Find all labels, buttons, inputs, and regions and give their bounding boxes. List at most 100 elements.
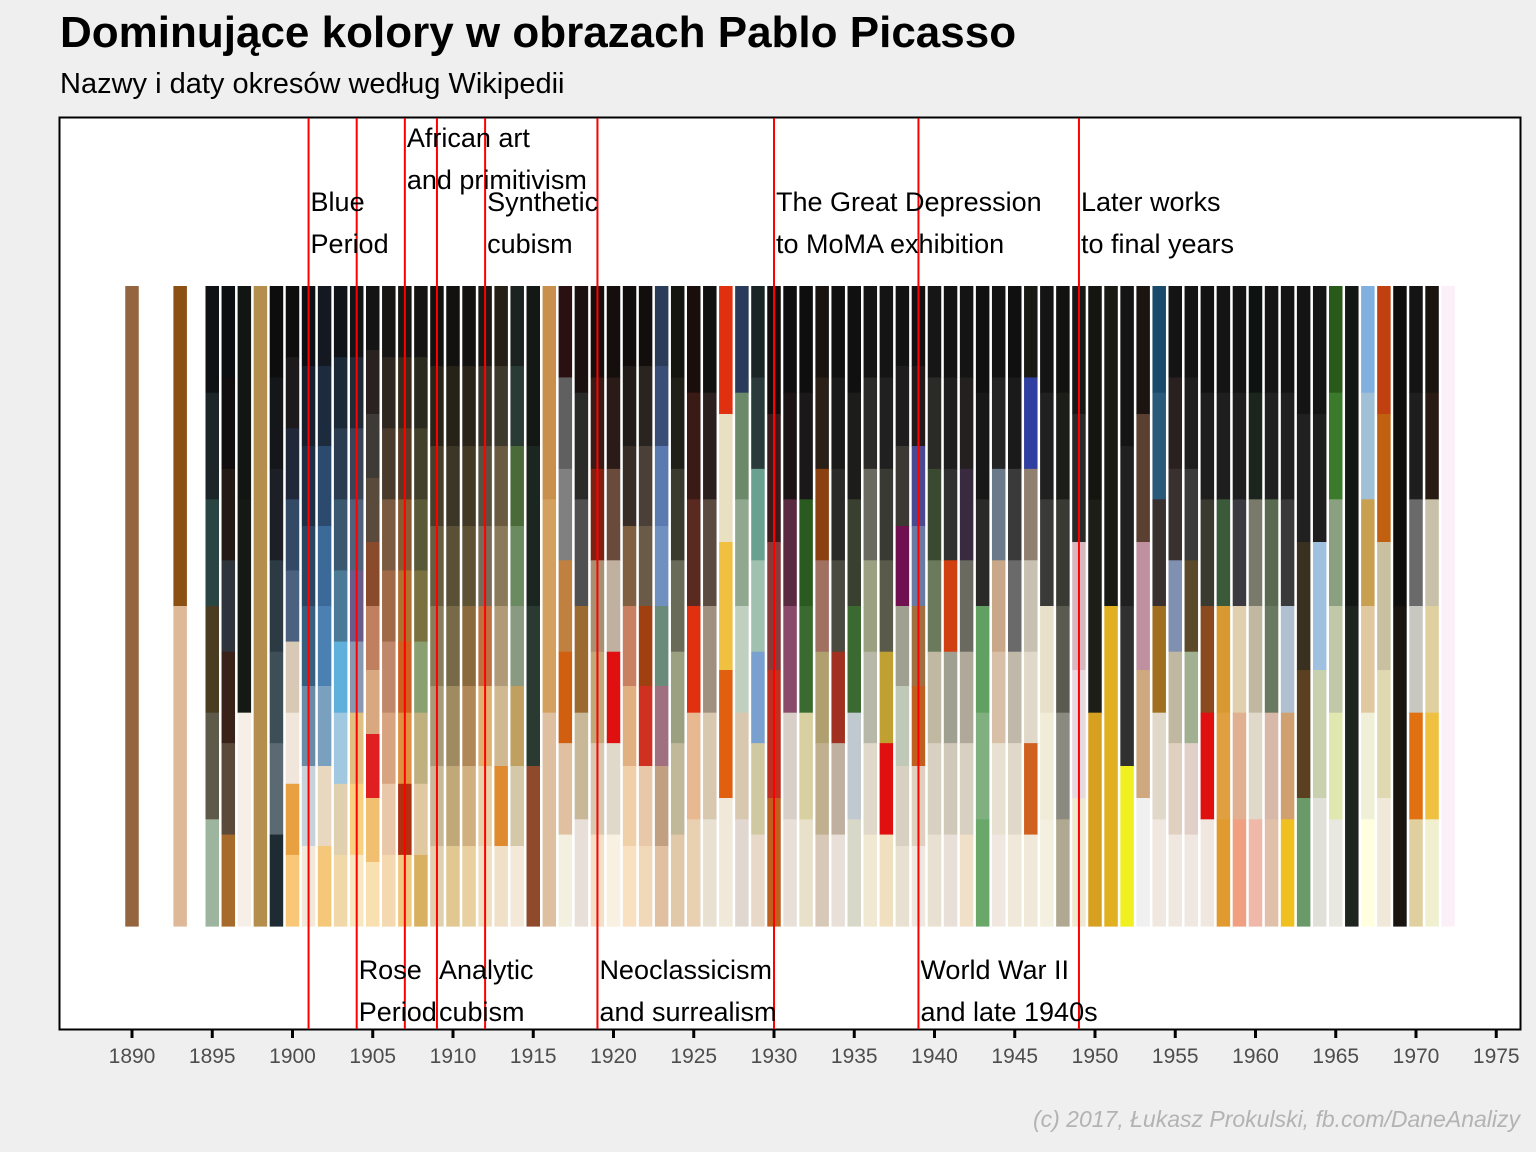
period-label: Rose Period: [359, 955, 437, 1027]
year-bars: [125, 286, 1455, 927]
color-segment: [462, 846, 476, 927]
color-segment: [1056, 286, 1070, 394]
color-segment: [125, 286, 139, 927]
color-segment: [1088, 499, 1102, 714]
color-segment: [1024, 377, 1038, 470]
color-segment: [703, 392, 717, 500]
color-segment: [1056, 392, 1070, 500]
color-segment: [382, 428, 396, 500]
color-segment: [1056, 499, 1070, 607]
color-segment: [1200, 286, 1215, 394]
color-segment: [510, 606, 524, 687]
color-segment: [831, 468, 845, 561]
color-segment: [991, 743, 1006, 836]
color-segment: [606, 743, 621, 836]
color-segment: [622, 846, 637, 927]
year-bar-1921: [622, 286, 637, 927]
color-segment: [1104, 606, 1118, 927]
year-bar-1971: [1425, 286, 1439, 927]
color-segment: [333, 286, 348, 358]
color-segment: [1136, 414, 1150, 543]
color-segment: [1377, 670, 1391, 799]
color-segment: [719, 798, 733, 927]
color-segment: [831, 560, 845, 653]
color-segment: [719, 414, 733, 543]
color-segment: [799, 712, 813, 820]
color-segment: [1329, 606, 1343, 714]
year-bar-1968: [1377, 286, 1391, 927]
color-segment: [1232, 606, 1247, 714]
color-segment: [703, 286, 717, 394]
year-bar-1893: [173, 286, 187, 927]
color-segment: [1200, 606, 1215, 714]
year-bar-1911: [462, 286, 476, 927]
color-segment: [1120, 606, 1134, 767]
color-segment: [1345, 606, 1359, 927]
color-segment: [783, 286, 797, 394]
year-bar-1924: [670, 286, 685, 927]
period-label: The Great Depression to MoMA exhibition: [776, 187, 1042, 259]
color-segment: [1168, 743, 1182, 836]
year-bar-1908: [414, 286, 428, 927]
year-bar-1955: [1168, 286, 1182, 927]
color-segment: [221, 834, 236, 927]
color-segment: [1008, 468, 1022, 561]
color-segment: [1024, 651, 1038, 744]
color-segment: [1136, 798, 1150, 927]
color-segment: [269, 834, 284, 927]
year-bar-1963: [1296, 286, 1311, 927]
color-segment: [863, 743, 878, 836]
year-bar-1937: [879, 286, 894, 927]
color-segment: [1088, 286, 1102, 500]
color-segment: [382, 641, 396, 714]
color-segment: [1361, 819, 1375, 927]
color-segment: [446, 366, 460, 447]
color-segment: [1248, 819, 1263, 927]
color-segment: [1296, 542, 1311, 671]
color-segment: [414, 854, 428, 927]
x-tick-label: 1915: [510, 1045, 557, 1068]
year-bar-1954: [1152, 286, 1166, 927]
year-bar-1917: [558, 286, 573, 927]
color-segment: [510, 366, 524, 447]
x-tick-label: 1895: [189, 1045, 236, 1068]
color-segment: [959, 560, 974, 653]
color-segment: [510, 526, 524, 607]
color-segment: [494, 606, 508, 687]
color-segment: [943, 834, 958, 927]
color-segment: [622, 766, 637, 847]
color-segment: [975, 819, 990, 927]
color-segment: [943, 377, 958, 470]
color-segment: [333, 854, 348, 927]
color-segment: [1361, 606, 1375, 714]
color-segment: [1280, 499, 1295, 607]
color-segment: [1168, 560, 1182, 653]
color-segment: [959, 377, 974, 470]
year-bar-1946: [1024, 286, 1038, 927]
color-segment: [1248, 392, 1263, 500]
color-segment: [1184, 468, 1199, 561]
color-segment: [879, 560, 894, 653]
color-segment: [317, 766, 332, 847]
year-bar-1942: [959, 286, 974, 927]
color-segment: [382, 499, 396, 572]
color-segment: [670, 377, 685, 470]
color-segment: [1329, 819, 1343, 927]
color-segment: [751, 560, 765, 653]
color-segment: [1216, 286, 1231, 394]
color-segment: [446, 286, 460, 367]
year-bar-1931: [783, 286, 797, 927]
color-segment: [1361, 712, 1375, 820]
color-segment: [1008, 834, 1022, 927]
period-labels: Blue Period Rose Period African art and primi…: [311, 123, 1234, 1027]
color-segment: [638, 366, 653, 447]
color-segment: [333, 712, 348, 785]
color-segment: [654, 526, 669, 607]
color-segment: [895, 766, 910, 847]
color-segment: [317, 286, 332, 367]
color-segment: [1200, 819, 1215, 927]
color-segment: [414, 286, 428, 358]
color-segment: [638, 526, 653, 607]
color-segment: [414, 783, 428, 856]
color-segment: [799, 819, 813, 927]
